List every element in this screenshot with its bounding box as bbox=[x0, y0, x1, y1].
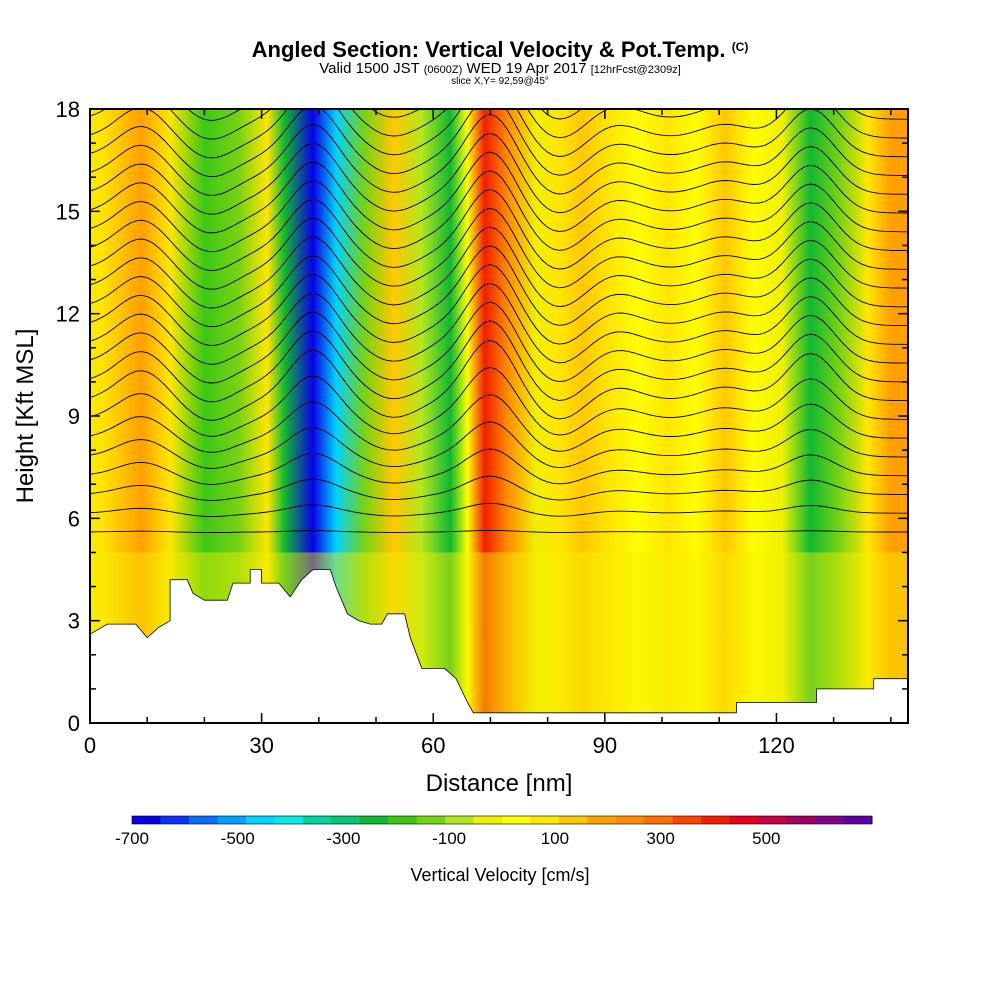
colorbar-segment bbox=[302, 816, 332, 824]
colorbar-segment bbox=[644, 816, 674, 824]
colorbar-tick-label: -500 bbox=[221, 829, 255, 848]
colorbar-segment bbox=[558, 816, 588, 824]
colorbar-segment bbox=[217, 816, 247, 824]
isentrope-line bbox=[90, 114, 908, 196]
colorbar-segment bbox=[758, 816, 788, 824]
isentrope-line bbox=[90, 367, 908, 437]
colorbar-segment bbox=[729, 816, 759, 824]
isentrope-line bbox=[90, 226, 908, 309]
isentrope-line bbox=[90, 475, 908, 501]
isentrope-line bbox=[90, 301, 908, 384]
colorbar: -700 -500 -300 -100 100 300 500 bbox=[115, 815, 873, 848]
isentrope-line bbox=[90, 0, 908, 27]
isentrope-line bbox=[90, 448, 908, 485]
colorbar-segment bbox=[188, 816, 218, 824]
colorbar-tick-label: 500 bbox=[752, 829, 780, 848]
x-tick-label: 0 bbox=[84, 733, 96, 758]
colorbar-tick-label: 100 bbox=[541, 829, 569, 848]
x-tick-label: 90 bbox=[593, 733, 617, 758]
colorbar-segment bbox=[245, 816, 275, 824]
isentrope-line bbox=[90, 109, 908, 178]
colorbar-label: Vertical Velocity [cm/s] bbox=[410, 865, 589, 885]
colorbar-tick-label: -100 bbox=[432, 829, 466, 848]
isentrope-line bbox=[90, 421, 908, 469]
valid-time: Valid 1500 JST bbox=[319, 60, 420, 77]
colorbar-tick-label: 300 bbox=[646, 829, 674, 848]
colorbar-segment bbox=[132, 816, 161, 824]
isentrope-line bbox=[187, 109, 582, 121]
colorbar-segment bbox=[615, 816, 645, 824]
y-tick-label: 6 bbox=[68, 506, 80, 531]
y-tick-label: 18 bbox=[56, 97, 80, 122]
colorbar-segment bbox=[672, 816, 702, 824]
y-tick-label: 9 bbox=[68, 404, 80, 429]
terrain bbox=[90, 569, 908, 723]
slice-label: slice X,Y= 92,59@45° bbox=[451, 76, 549, 87]
isentrope-line bbox=[90, 151, 908, 234]
potential-temperature-contours bbox=[90, 0, 908, 533]
isentrope-line bbox=[90, 502, 908, 517]
y-tick-label: 15 bbox=[56, 199, 80, 224]
colorbar-frame bbox=[131, 815, 873, 825]
forecast-info: [12hrFcst@2309z] bbox=[590, 64, 681, 76]
isentrope-line bbox=[90, 282, 908, 365]
utc-time: (0600Z) bbox=[423, 64, 463, 76]
y-tick-label: 0 bbox=[68, 711, 80, 736]
x-tick-label: 30 bbox=[249, 733, 273, 758]
colorbar-segment bbox=[388, 816, 418, 824]
x-tick-label: 120 bbox=[758, 733, 795, 758]
title-mark: (C) bbox=[731, 40, 749, 54]
colorbar-segment bbox=[445, 816, 475, 824]
plot-area bbox=[90, 0, 908, 723]
isentrope-line bbox=[90, 264, 908, 346]
colorbar-segment bbox=[701, 816, 731, 824]
chart-title: Angled Section: Vertical Velocity & Pot.… bbox=[251, 37, 749, 62]
colorbar-segment bbox=[416, 816, 446, 824]
isentrope-line bbox=[90, 320, 908, 403]
isentrope-line bbox=[90, 245, 908, 328]
isentrope-line bbox=[90, 170, 908, 253]
isentrope-line bbox=[90, 339, 908, 421]
colorbar-segment bbox=[473, 816, 503, 824]
isentrope-line bbox=[90, 207, 908, 290]
colorbar-tick-label: -700 bbox=[115, 829, 149, 848]
y-tick-label: 12 bbox=[56, 302, 80, 327]
valid-date: WED 19 Apr 2017 bbox=[466, 60, 587, 77]
isentrope-line bbox=[90, 0, 908, 64]
x-tick-label: 60 bbox=[421, 733, 445, 758]
colorbar-segment bbox=[815, 816, 845, 824]
colorbar-segment bbox=[786, 816, 816, 824]
colorbar-segment bbox=[530, 816, 560, 824]
colorbar-tick-label: -300 bbox=[326, 829, 360, 848]
colorbar-segment bbox=[502, 816, 531, 824]
chart-subtitle: Valid 1500 JST (0600Z) WED 19 Apr 2017 [… bbox=[0, 60, 1000, 77]
isentrope-line bbox=[90, 109, 908, 140]
isentrope-line bbox=[90, 132, 908, 215]
isentrope-line bbox=[90, 530, 908, 533]
isentrope-line bbox=[90, 394, 908, 453]
isentrope-line bbox=[90, 21, 908, 102]
colorbar-segment bbox=[160, 816, 190, 824]
colorbar-segment bbox=[359, 816, 389, 824]
isentrope-line bbox=[90, 0, 908, 45]
colorbar-segment bbox=[331, 816, 361, 824]
x-axis-label: Distance [nm] bbox=[426, 770, 573, 797]
axes: 0 30 60 90 120 0 3 6 9 12 15 18 bbox=[56, 97, 909, 758]
colorbar-segment bbox=[274, 816, 304, 824]
y-tick-label: 3 bbox=[68, 609, 80, 634]
y-axis-label: Height [Kft MSL] bbox=[12, 329, 39, 504]
isentrope-line bbox=[90, 189, 908, 271]
colorbar-segment bbox=[843, 816, 873, 824]
isentrope-line bbox=[90, 2, 908, 83]
isentrope-line bbox=[90, 109, 908, 159]
colorbar-segment bbox=[587, 816, 617, 824]
